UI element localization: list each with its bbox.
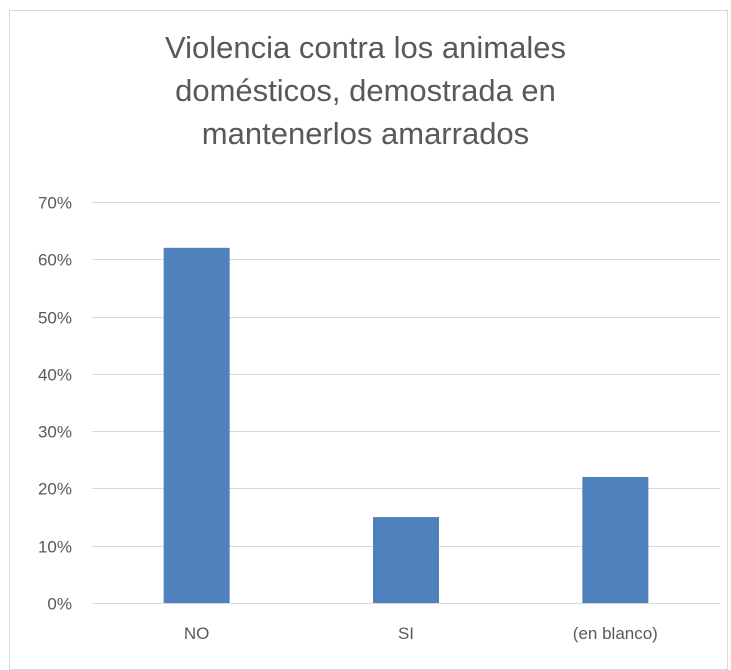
x-tick-label: (en blanco) [573,624,658,643]
y-tick-label: 0% [47,595,72,614]
bar-en-blanco [582,477,648,603]
bar-no [164,248,230,603]
x-tick-label: NO [184,624,210,643]
x-tick-label: SI [398,624,414,643]
y-tick-label: 20% [38,480,72,499]
y-tick-label: 10% [38,538,72,557]
y-axis-tick-labels: 0% 10% 20% 30% 40% 50% 60% 70% [38,194,72,614]
y-tick-label: 40% [38,366,72,385]
x-axis-tick-labels: NO SI (en blanco) [184,624,658,643]
y-tick-label: 60% [38,251,72,270]
bars [164,248,649,603]
y-tick-label: 50% [38,309,72,328]
y-tick-label: 30% [38,423,72,442]
bar-si [373,517,439,603]
y-tick-label: 70% [38,194,72,213]
